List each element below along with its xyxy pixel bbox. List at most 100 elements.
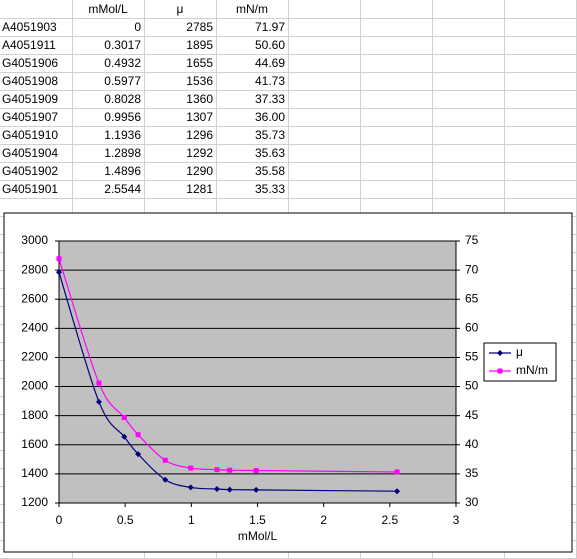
point-marker — [253, 486, 260, 493]
cell-value: 1.2898 — [104, 146, 141, 160]
y-tick-label: 1600 — [21, 437, 48, 451]
plot-area — [58, 240, 457, 504]
x-tick-label: 0 — [56, 513, 63, 527]
cell-value: 2785 — [186, 20, 213, 34]
row-label: G4051902 — [2, 164, 58, 178]
legend-marker — [497, 368, 503, 374]
y2-tick-label: 40 — [465, 437, 479, 451]
point-marker — [162, 457, 168, 463]
series-line — [58, 258, 398, 473]
point-marker — [135, 432, 141, 438]
column-header: mN/m — [236, 2, 268, 16]
cell-value: 1290 — [186, 164, 213, 178]
cell-value: 44.69 — [255, 56, 285, 70]
point-marker — [226, 486, 233, 493]
point-marker — [253, 468, 259, 474]
y2-tick-label: 55 — [465, 350, 479, 364]
point-marker — [56, 256, 62, 262]
point-marker — [96, 380, 102, 386]
cell-value: 35.33 — [255, 182, 285, 196]
cell-value: 0.9956 — [104, 110, 141, 124]
point-marker — [56, 269, 62, 276]
cell-value: 1895 — [186, 38, 213, 52]
point-marker — [121, 433, 128, 440]
row-label: G4051906 — [2, 56, 58, 70]
y-tick-label: 1200 — [21, 495, 48, 509]
y2-tick-label: 75 — [465, 233, 479, 247]
cell-value: 35.63 — [255, 146, 285, 160]
y2-tick-label: 65 — [465, 291, 479, 305]
y-tick-label: 2400 — [21, 321, 48, 335]
cell-value: 36.00 — [255, 110, 285, 124]
row-label: G4051901 — [2, 182, 58, 196]
y-tick-label: 1800 — [21, 408, 48, 422]
cell-value: 1281 — [186, 182, 213, 196]
column-header: μ — [177, 2, 184, 16]
point-marker — [121, 414, 127, 420]
y-tick-label: 2600 — [21, 291, 48, 305]
cell-value: 0.8028 — [104, 92, 141, 106]
row-label: G4051910 — [2, 128, 58, 142]
cell-value: 41.73 — [255, 74, 285, 88]
y2-tick-label: 30 — [465, 495, 479, 509]
x-axis-label: mMol/L — [238, 529, 278, 543]
legend-label: μ — [516, 345, 523, 359]
cell-value: 0.4932 — [104, 56, 141, 70]
cell-value: 2.5544 — [104, 182, 141, 196]
cell-value: 1292 — [186, 146, 213, 160]
chart: 1200140016001800200022002400260028003000… — [21, 233, 557, 543]
point-marker — [135, 451, 142, 458]
data-table: mMol/L μ mN/m A4051903 0 2785 71.97 A4051911 0.3… — [2, 2, 285, 196]
cell-value: 1.1936 — [104, 128, 141, 142]
cell-value: 1.4896 — [104, 164, 141, 178]
y-tick-label: 2000 — [21, 379, 48, 393]
cell-value: 1296 — [186, 128, 213, 142]
row-label: G4051908 — [2, 74, 58, 88]
cell-value: 0.3017 — [104, 38, 141, 52]
cell-value: 50.60 — [255, 38, 285, 52]
point-marker — [187, 484, 194, 491]
x-tick-label: 0.5 — [117, 513, 134, 527]
cell-value: 1655 — [186, 56, 213, 70]
point-marker — [95, 398, 102, 405]
cell-value: 0 — [134, 20, 141, 34]
cell-value: 1307 — [186, 110, 213, 124]
cell-value: 0.5977 — [104, 74, 141, 88]
y-tick-label: 2200 — [21, 350, 48, 364]
point-marker — [394, 488, 401, 495]
cell-value: 1360 — [186, 92, 213, 106]
cell-value: 37.33 — [255, 92, 285, 106]
row-label: G4051907 — [2, 110, 58, 124]
row-label: A4051911 — [2, 38, 56, 52]
legend — [483, 342, 557, 382]
legend-marker — [497, 350, 503, 356]
point-marker — [214, 467, 220, 473]
x-tick-label: 2 — [320, 513, 327, 527]
row-label: G4051909 — [2, 92, 58, 106]
y-tick-label: 2800 — [21, 262, 48, 276]
x-tick-label: 1 — [188, 513, 195, 527]
y2-tick-label: 50 — [465, 379, 479, 393]
y2-tick-label: 60 — [465, 321, 479, 335]
y2-tick-label: 35 — [465, 466, 479, 480]
point-marker — [188, 465, 194, 471]
cell-value: 35.73 — [255, 128, 285, 142]
cell-value: 71.97 — [255, 20, 285, 34]
y-tick-label: 3000 — [21, 233, 48, 247]
cell-value: 1536 — [186, 74, 213, 88]
point-marker — [394, 469, 400, 475]
point-marker — [162, 476, 169, 483]
y-tick-label: 1400 — [21, 466, 48, 480]
legend-label: mN/m — [516, 363, 548, 377]
x-tick-label: 2.5 — [381, 513, 398, 527]
y2-tick-label: 70 — [465, 262, 479, 276]
x-tick-label: 3 — [453, 513, 460, 527]
series-line — [58, 272, 398, 492]
y2-tick-label: 45 — [465, 408, 479, 422]
row-label: G4051904 — [2, 146, 58, 160]
row-label: A4051903 — [2, 20, 57, 34]
point-marker — [213, 486, 220, 493]
column-header: mMol/L — [88, 2, 128, 16]
point-marker — [227, 467, 233, 473]
